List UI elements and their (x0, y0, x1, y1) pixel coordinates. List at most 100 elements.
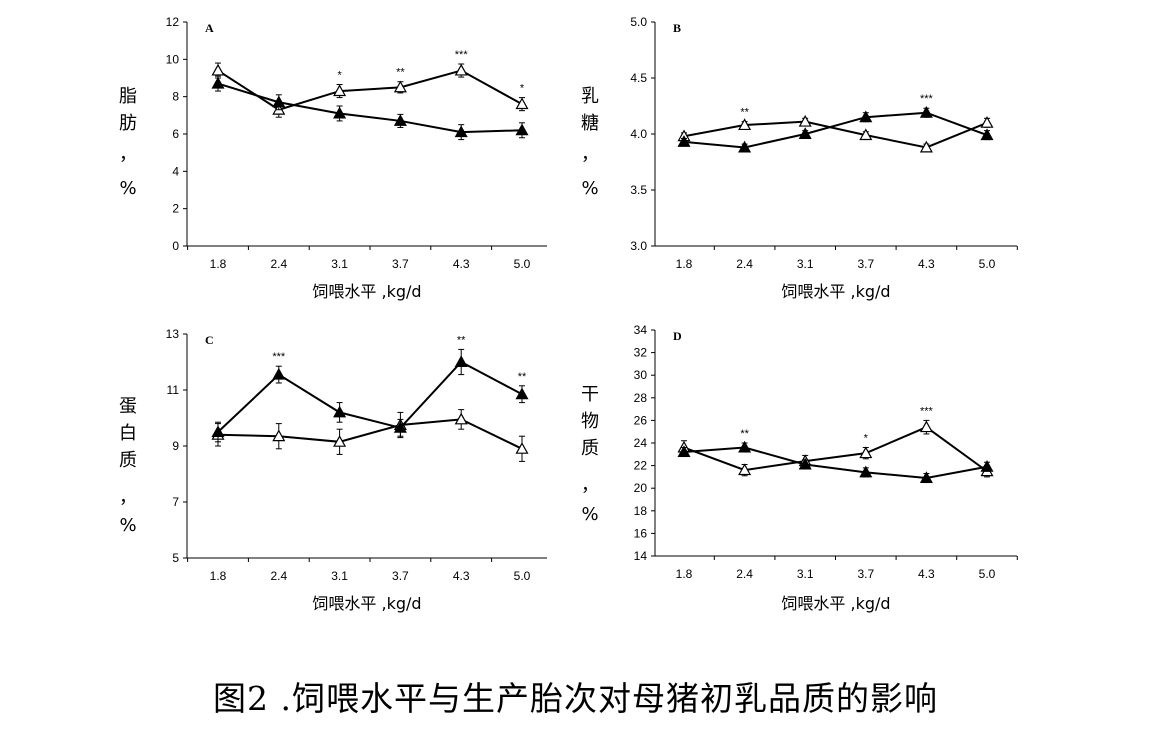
data-point-filled-triangle (211, 76, 225, 89)
significance-marker: *** (920, 405, 934, 417)
y-tick-label: 9 (172, 439, 179, 453)
data-point-filled-triangle (393, 421, 407, 433)
x-tick-label: 3.1 (797, 567, 814, 581)
x-tick-label: 2.4 (270, 257, 287, 271)
x-tick-label: 2.4 (736, 257, 753, 271)
y-axis-label-char: % (581, 504, 598, 525)
data-point-open-triangle (454, 412, 468, 425)
significance-marker: ** (740, 107, 749, 119)
y-tick-label: 34 (634, 323, 648, 337)
series-line-open-triangle (217, 418, 523, 450)
y-axis-label-char: ， (119, 487, 137, 508)
y-tick-label: 3.5 (630, 183, 647, 197)
data-point-filled-triangle (393, 114, 407, 126)
y-tick-label: 16 (634, 526, 648, 540)
x-tick-label: 4.3 (918, 567, 935, 581)
data-point-filled-triangle (677, 445, 691, 458)
series-line-open-triangle (217, 69, 523, 111)
x-axis-label: 饲喂水平 ,kg/d (781, 594, 890, 613)
x-tick-label: 3.7 (857, 567, 874, 581)
y-axis-label-char: 物 (581, 411, 599, 432)
y-axis-label-char: ， (581, 144, 599, 165)
data-point-open-triangle (919, 420, 933, 433)
data-point-open-triangle (980, 116, 994, 128)
data-point-filled-triangle (515, 387, 529, 400)
y-tick-label: 32 (634, 346, 648, 360)
data-point-open-triangle (454, 63, 468, 76)
y-axis-label-char: 蛋 (119, 396, 137, 417)
x-tick-label: 3.1 (331, 257, 348, 271)
y-tick-label: 18 (634, 504, 648, 518)
data-point-filled-triangle (919, 471, 933, 484)
series-line-filled-triangle (683, 446, 988, 480)
data-point-filled-triangle (859, 465, 873, 478)
data-point-filled-triangle (272, 367, 286, 380)
y-tick-label: 12 (166, 15, 180, 29)
y-axis-label-char: ， (581, 475, 599, 496)
y-tick-label: 4.5 (630, 71, 647, 85)
x-tick-label: 3.7 (857, 257, 874, 271)
data-point-open-triangle (393, 80, 407, 93)
data-point-open-triangle (515, 442, 529, 454)
data-point-filled-triangle (515, 123, 529, 136)
y-tick-label: 5.0 (630, 15, 647, 29)
y-tick-label: 28 (634, 391, 648, 405)
data-point-filled-triangle (919, 105, 933, 118)
y-tick-label: 26 (634, 413, 648, 427)
chart-panel-d: 14 16 18 20 22 24 26 28 30 32 34 1.8 2.4 3.1 3.7 4.3 5.0… (581, 323, 1018, 613)
data-point-open-triangle (333, 84, 347, 97)
panel-label: D (673, 329, 682, 343)
y-tick-label: 3.0 (630, 239, 647, 253)
y-axis-label-char: 肪 (119, 113, 137, 134)
data-point-filled-triangle (333, 106, 347, 119)
y-tick-label: 6 (172, 127, 179, 141)
panel-label: A (205, 21, 214, 35)
y-axis-label-char: 乳 (581, 86, 599, 107)
significance-marker: ** (396, 67, 405, 79)
significance-marker: * (337, 70, 342, 82)
series-line-filled-triangle (217, 360, 523, 433)
y-axis-label-char: % (581, 178, 598, 199)
data-point-filled-triangle (272, 95, 286, 108)
y-tick-label: 13 (166, 327, 180, 341)
series-line-open-triangle (683, 426, 988, 473)
chart-panel-b: 3.0 3.5 4.0 4.5 5.0 1.8 2.4 3.1 3.7 4.3 5.0 B 饲喂水平 ,… (581, 15, 1018, 301)
y-axis-label-char: 糖 (581, 113, 599, 134)
series-line-filled-triangle (683, 111, 988, 149)
data-point-filled-triangle (454, 355, 468, 367)
data-point-filled-triangle (738, 440, 752, 453)
chart-panel-a: 0 2 4 6 8 10 12 1.8 2.4 3.1 3.7 4.3 5.0 A 饲喂水平 ,kg/d 脂肪… (119, 15, 547, 301)
significance-marker: *** (272, 351, 286, 363)
x-tick-label: 1.8 (676, 567, 693, 581)
series-line-open-triangle (683, 120, 988, 149)
y-tick-label: 24 (634, 436, 648, 450)
significance-marker: ** (740, 428, 749, 440)
y-tick-label: 7 (172, 495, 179, 509)
data-point-open-triangle (272, 429, 286, 442)
data-point-filled-triangle (738, 140, 752, 153)
significance-marker: * (520, 83, 525, 95)
data-point-filled-triangle (677, 135, 691, 147)
y-tick-label: 30 (634, 368, 648, 382)
x-tick-label: 1.8 (676, 257, 693, 271)
y-tick-label: 4.0 (630, 127, 647, 141)
x-tick-label: 5.0 (979, 567, 996, 581)
data-point-open-triangle (333, 435, 347, 447)
data-point-open-triangle (515, 97, 529, 110)
data-point-open-triangle (919, 140, 933, 153)
data-point-filled-triangle (798, 127, 812, 139)
y-axis-label-char: % (119, 515, 136, 536)
x-tick-label: 3.7 (392, 257, 409, 271)
y-tick-label: 5 (172, 551, 179, 565)
x-tick-label: 3.1 (331, 569, 348, 583)
panel-label: B (673, 21, 681, 35)
x-tick-label: 3.7 (392, 569, 409, 583)
y-tick-label: 10 (166, 52, 180, 66)
data-point-filled-triangle (859, 110, 873, 123)
significance-marker: ** (457, 334, 466, 346)
data-point-filled-triangle (211, 425, 225, 437)
significance-marker: *** (455, 49, 469, 61)
y-tick-label: 11 (167, 383, 180, 397)
y-tick-label: 2 (172, 202, 179, 216)
